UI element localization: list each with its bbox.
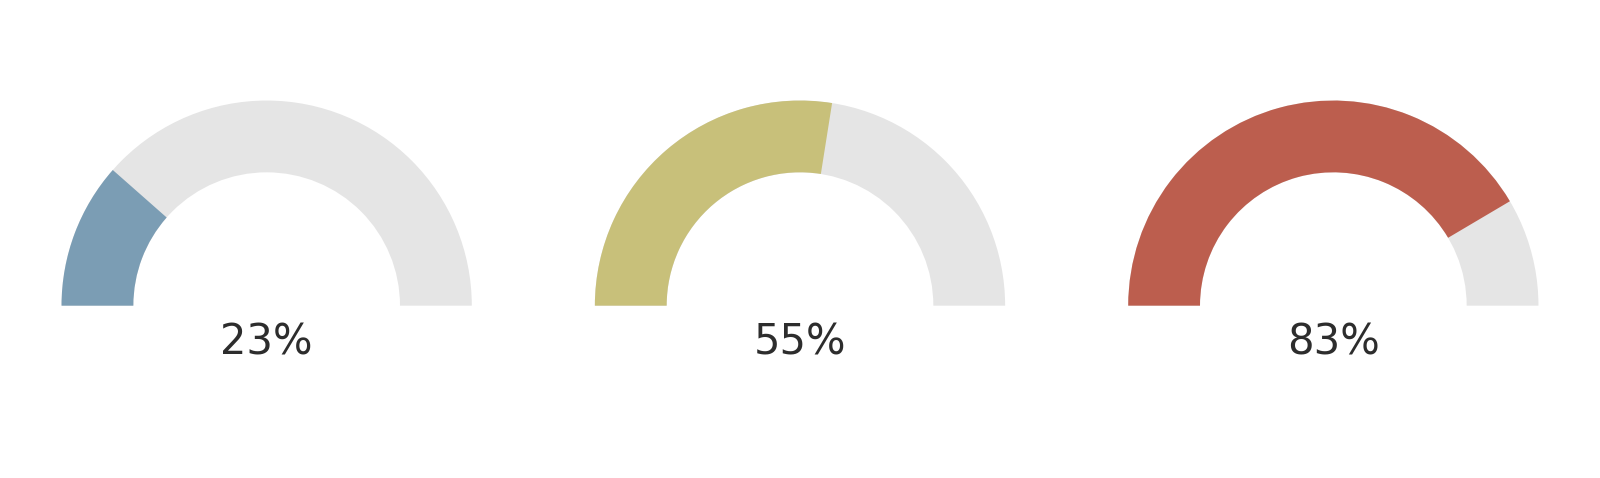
Wedge shape [595, 100, 832, 305]
Text: 83%: 83% [1286, 322, 1379, 364]
Wedge shape [1128, 100, 1510, 305]
Wedge shape [595, 100, 1005, 305]
Text: 55%: 55% [754, 322, 846, 364]
Wedge shape [1128, 100, 1539, 305]
Wedge shape [61, 100, 472, 305]
Text: 23%: 23% [221, 322, 314, 364]
Wedge shape [61, 170, 166, 305]
